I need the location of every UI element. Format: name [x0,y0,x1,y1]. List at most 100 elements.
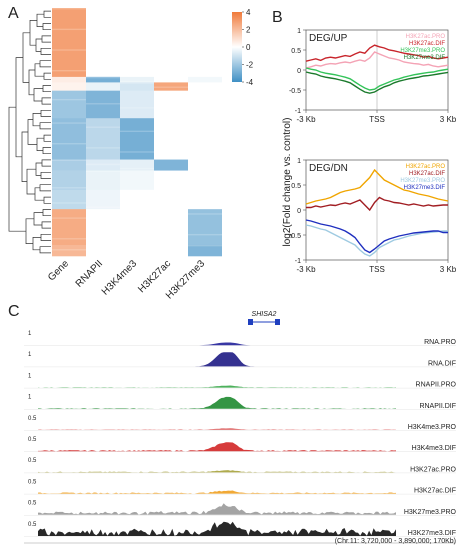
track-scale: 0.5 [28,416,37,422]
heatmap-row-stripe [86,103,120,105]
legend-entry: H3K27me3.DIF [404,55,446,61]
dendrogram-branch [42,23,51,31]
dendrogram-branch [43,134,51,142]
heatmap-cell [120,118,154,160]
heatmap-cell [154,118,188,160]
track-scale: 0.5 [28,522,37,528]
dendrogram-branch [42,209,51,217]
track-scale: 1 [28,373,32,379]
heatmap-cell [52,189,86,210]
heatmap-row-stripe [52,238,86,240]
heatmap-cell [188,244,222,257]
colorbar-tick-label: -4 [246,78,254,87]
panel-label-a: A [8,5,19,22]
heatmap-cell [120,76,154,83]
dendrogram-branch [40,233,51,241]
heatmap-cell [52,8,86,78]
heatmap-row-stripe [154,86,188,88]
heatmap [52,8,222,257]
plot-title: DEG/UP [309,33,348,44]
track-signal [38,490,396,494]
y-tick-label: 0.5 [291,48,301,55]
track-scale: 0.5 [28,437,37,443]
panel-label-c: C [8,303,20,320]
dendrogram-branch [39,246,51,254]
series-line [305,168,449,205]
track-name: RNA.PRO [424,339,456,346]
heatmap-row-stripe [52,143,86,145]
dendrogram-branch [41,221,51,229]
colorbar-bar [232,12,242,82]
heatmap-cell [120,170,154,191]
heatmap-cell [188,170,222,191]
heatmap-cell [188,8,222,78]
row-dendrogram [8,10,51,254]
track-signal [38,503,396,515]
genome-footer: (Chr.11: 3,720,000 - 3,890,000; 170Kb) [335,538,456,545]
track-name: RNAPII.DIF [419,403,456,410]
track-name: H3K27me3.DIF [408,530,456,537]
series-line [305,51,449,69]
heatmap-cell [154,159,188,171]
y-tick-label: -1 [295,258,301,265]
heatmap-cell [86,159,120,171]
y-tick-label: 1 [297,158,301,165]
dendrogram-branch [27,119,37,145]
dendrogram-branch [40,109,51,117]
dendrogram-branch [41,97,51,105]
genome-browser-tracks: SHISA2 1 RNA.PRO 1 RNA.DIF 1 RNAPII.PRO 1 RNAPII… [24,311,457,544]
heatmap-row-stripe [120,81,154,83]
dendrogram-branch [43,72,51,80]
y-tick-label: 0.5 [291,183,301,190]
heatmap-cell [86,244,120,257]
plot-title: DEG/DN [309,163,348,174]
heatmap-row-stripe [120,167,154,170]
heatmap-row-stripe [86,163,120,166]
track-signal [38,442,396,452]
series-line [306,196,448,212]
heatmap-cell [120,244,154,257]
dendrogram-branch [41,35,51,43]
heatmap-cell [52,159,86,171]
heatmap-column-label: H3K4me3 [100,258,140,298]
heatmap-row-stripe [86,76,120,79]
heatmap-cell [52,118,86,160]
heatmap-row-stripe [86,147,120,149]
heatmap-row-stripe [52,8,86,10]
heatmap-cell [120,209,154,246]
track-signal [38,385,396,388]
heatmap-cell [120,82,154,91]
heatmap-colorbar: 4 2 0 -2 -4 [232,8,254,87]
track-signal [38,428,396,430]
legend-entry: H3K27ac.DIF [409,171,445,177]
heatmap-row-stripe [52,49,86,51]
heatmap-row-stripe [52,249,86,251]
series-line [305,219,448,254]
heatmap-row-stripe [52,159,86,161]
dendrogram-branch [40,171,51,179]
heatmap-cell [86,170,120,191]
track-signal [38,396,396,409]
y-tick-label: -0.5 [289,233,301,240]
heatmap-cell [52,209,86,246]
heatmap-cell [86,8,120,78]
dendrogram-branch [39,184,51,192]
heatmap-cell [52,170,86,191]
track-name: RNA.DIF [428,360,456,367]
heatmap-row-stripe [120,107,154,109]
heatmap-row-stripe [52,28,86,31]
heatmap-cell [188,159,222,171]
y-tick-label: 0 [297,208,301,215]
heatmap-column-label: Gene [46,258,71,283]
colorbar-tick-label: 4 [246,8,251,17]
x-tick-label: 3 Kb [440,265,457,274]
series-line [305,67,449,91]
dendrogram-branch [43,196,51,204]
heatmap-cell [86,189,120,210]
heatmap-row-stripe [86,170,120,172]
heatmap-row-stripe [52,70,86,72]
track-name: H3K27me3.PRO [404,509,457,516]
heatmap-cell [86,76,120,83]
